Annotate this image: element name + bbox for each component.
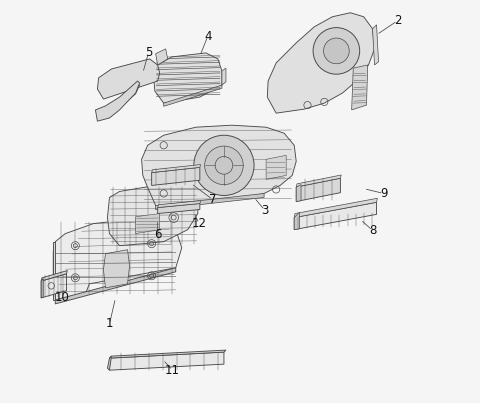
Polygon shape: [156, 193, 264, 210]
Text: 7: 7: [209, 193, 216, 206]
Polygon shape: [294, 212, 300, 230]
Polygon shape: [157, 204, 200, 214]
Polygon shape: [222, 68, 226, 85]
Polygon shape: [53, 242, 55, 300]
Circle shape: [313, 27, 360, 74]
Polygon shape: [41, 274, 67, 298]
Polygon shape: [97, 59, 160, 99]
Text: 10: 10: [55, 291, 70, 303]
Polygon shape: [372, 25, 379, 65]
Polygon shape: [108, 356, 111, 370]
Text: 12: 12: [192, 217, 206, 230]
Polygon shape: [296, 178, 340, 202]
Polygon shape: [294, 198, 377, 218]
Text: 8: 8: [369, 224, 376, 237]
Polygon shape: [109, 352, 224, 370]
Circle shape: [204, 146, 243, 185]
Polygon shape: [296, 175, 341, 187]
Polygon shape: [156, 49, 168, 65]
Polygon shape: [41, 278, 43, 298]
Polygon shape: [96, 81, 140, 121]
Text: 11: 11: [165, 364, 180, 377]
Polygon shape: [109, 350, 226, 358]
Polygon shape: [55, 268, 176, 304]
Text: 3: 3: [261, 204, 269, 217]
Polygon shape: [152, 164, 201, 172]
Polygon shape: [152, 167, 200, 185]
Polygon shape: [266, 155, 286, 179]
Text: 6: 6: [154, 228, 161, 241]
Polygon shape: [164, 85, 222, 106]
Polygon shape: [108, 185, 198, 246]
Polygon shape: [53, 218, 182, 300]
Polygon shape: [296, 185, 301, 202]
Polygon shape: [142, 125, 296, 206]
Text: 2: 2: [394, 14, 401, 27]
Polygon shape: [104, 250, 130, 288]
Circle shape: [324, 38, 349, 64]
Polygon shape: [294, 202, 376, 230]
Circle shape: [194, 135, 254, 195]
Polygon shape: [41, 270, 67, 281]
Polygon shape: [267, 13, 374, 113]
Text: 1: 1: [106, 318, 113, 330]
Text: 4: 4: [204, 29, 212, 43]
Polygon shape: [135, 214, 160, 234]
Text: 5: 5: [145, 46, 152, 59]
Text: 9: 9: [380, 187, 387, 200]
Polygon shape: [352, 65, 368, 110]
Polygon shape: [154, 53, 222, 103]
Polygon shape: [157, 201, 201, 208]
